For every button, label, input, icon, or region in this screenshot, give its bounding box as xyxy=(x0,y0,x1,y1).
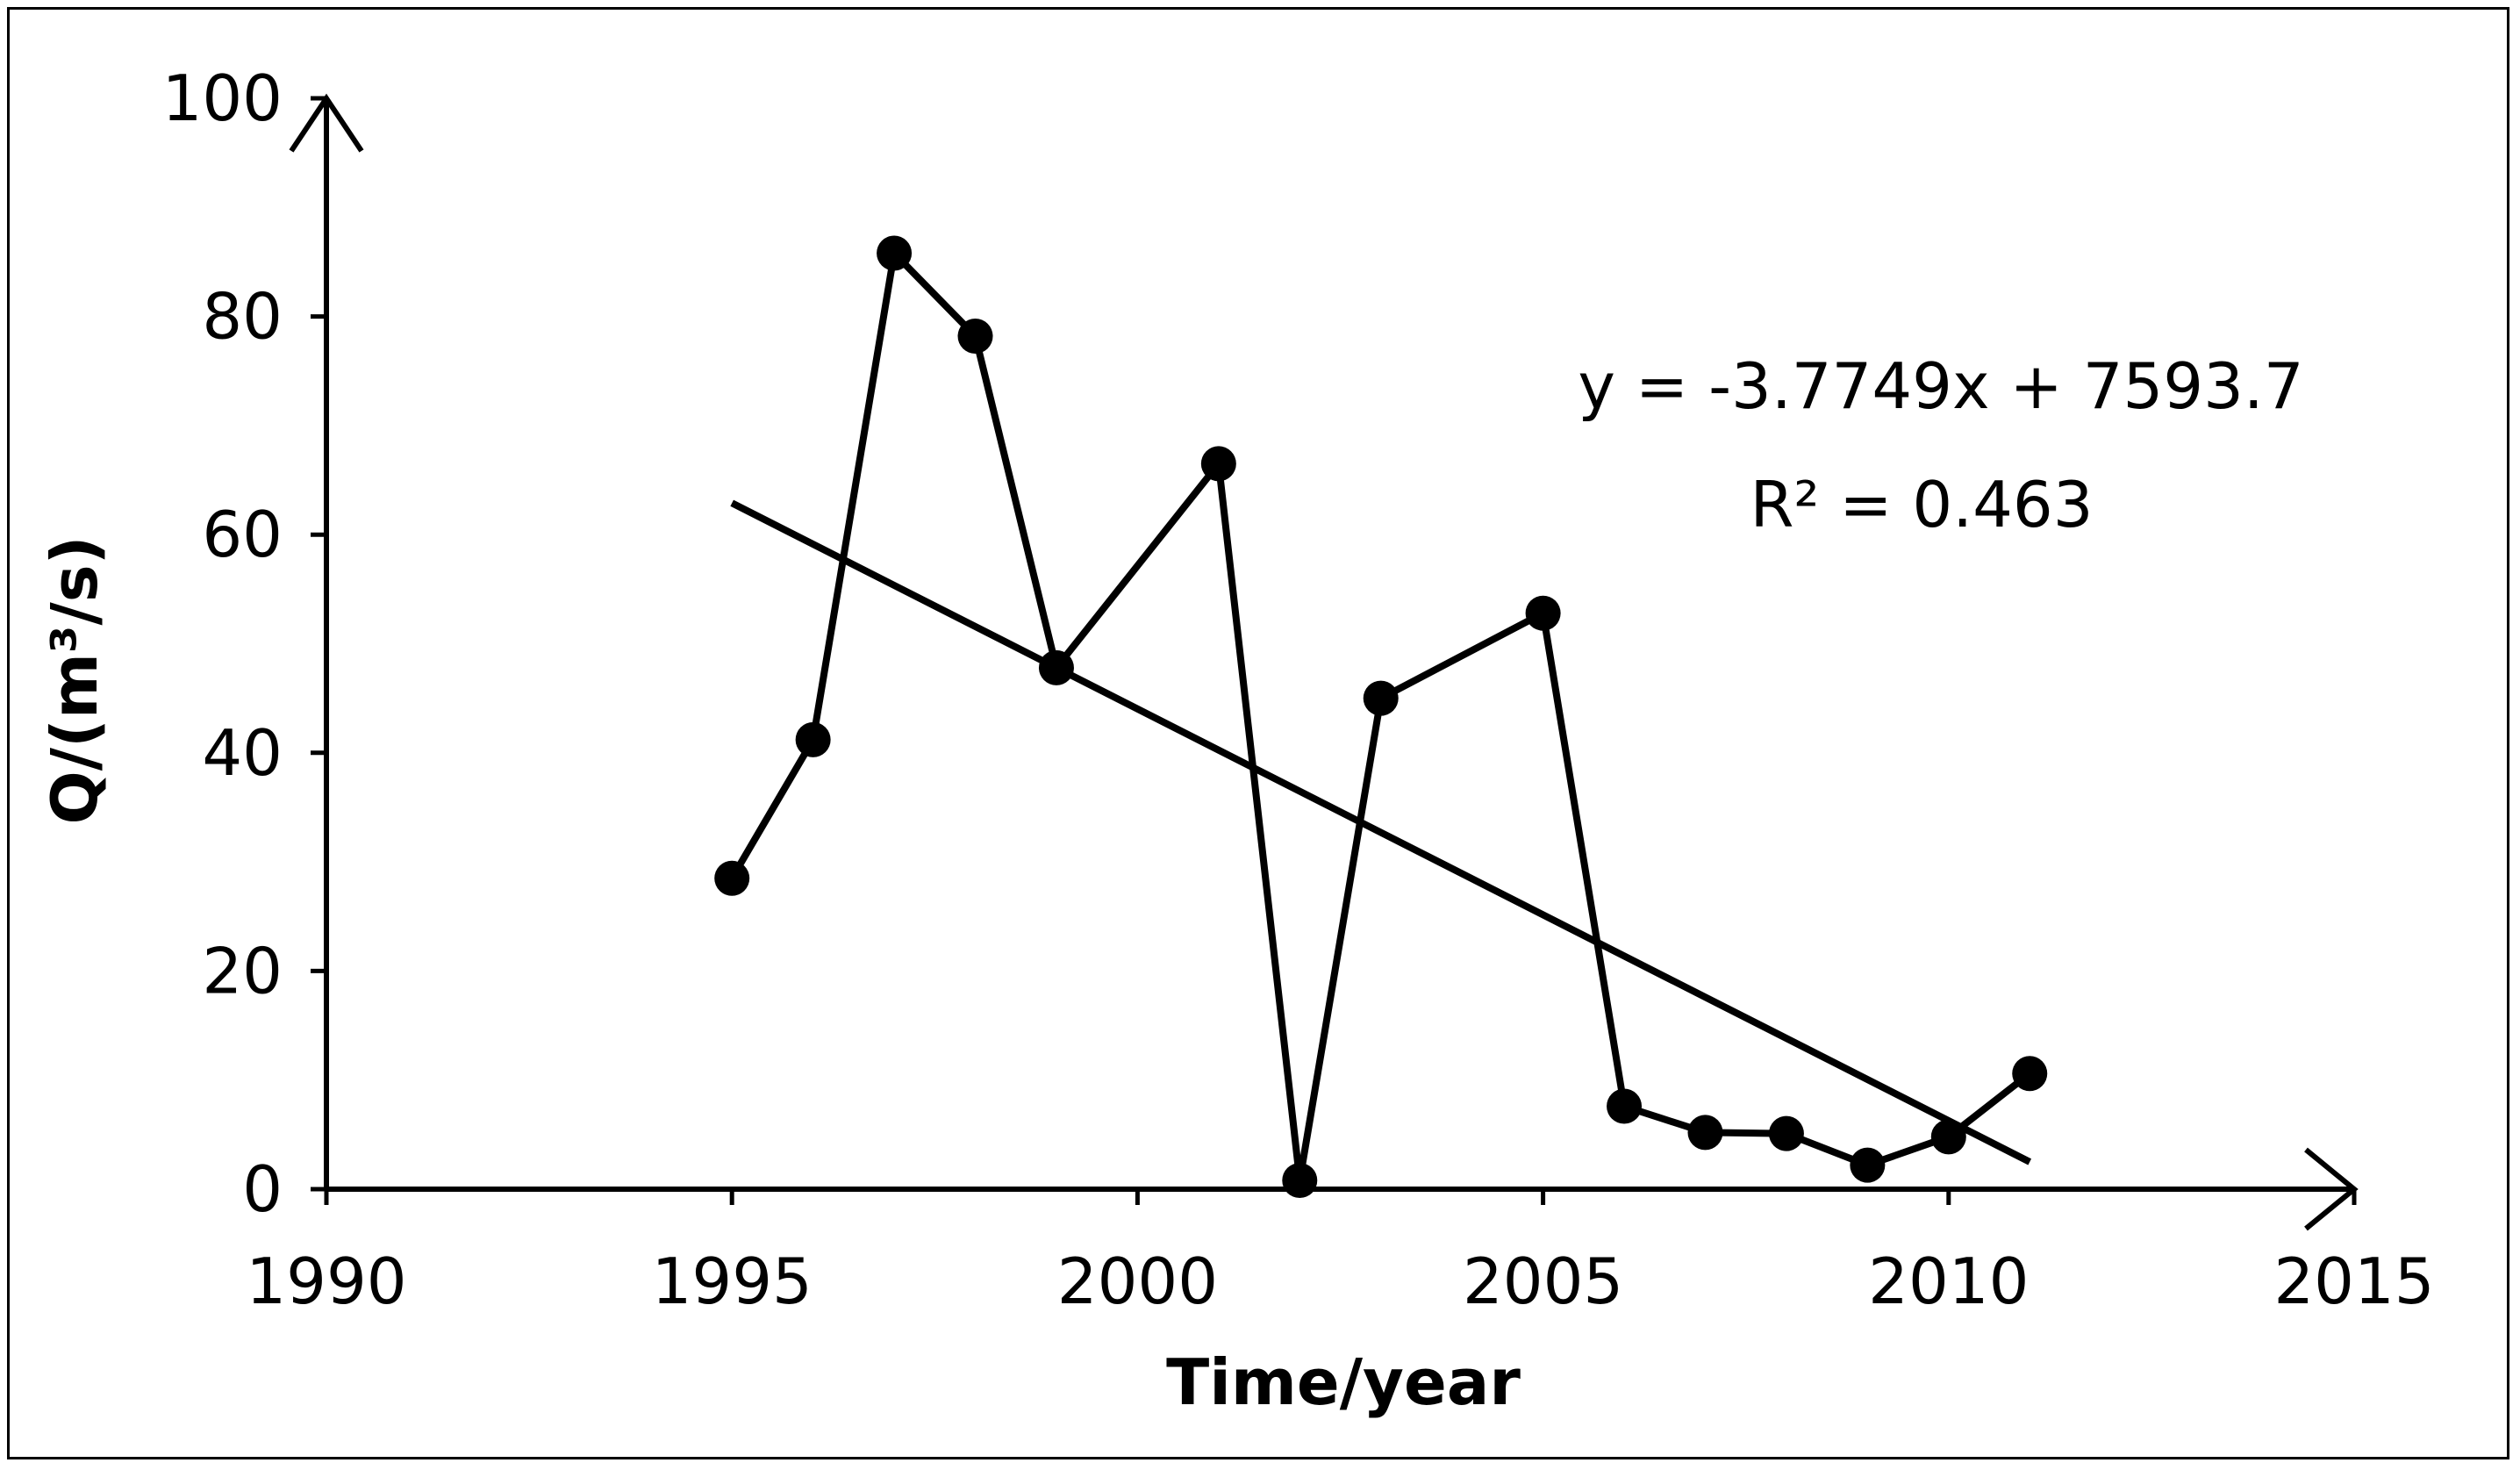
x-tick-label: 1995 xyxy=(652,1244,813,1318)
x-axis-ticks: 1990 1995 2000 2005 2010 2015 xyxy=(246,1189,2435,1318)
y-tick-label: 0 xyxy=(242,1152,283,1226)
series-group xyxy=(714,235,2048,1199)
trendline xyxy=(730,499,2032,1165)
y-tick-label: 100 xyxy=(162,61,283,135)
x-tick-label: 2000 xyxy=(1057,1244,1218,1318)
y-axis-title: Q/(m³/s) xyxy=(38,535,111,824)
data-point xyxy=(714,860,750,896)
data-point xyxy=(1200,446,1236,482)
x-axis-title: Time/year xyxy=(1166,1345,1521,1419)
data-point xyxy=(2012,1056,2048,1092)
data-point xyxy=(877,235,913,271)
trendline-r-squared: R² = 0.463 xyxy=(1750,468,2093,541)
y-axis-ticks: 0 20 40 60 80 100 xyxy=(162,61,326,1226)
data-point xyxy=(1038,649,1074,685)
y-tick-label: 20 xyxy=(202,934,283,1007)
trendline-equation: y = -3.7749x + 7593.7 xyxy=(1578,349,2303,423)
data-point xyxy=(795,721,831,757)
data-point xyxy=(1768,1115,1804,1151)
data-point xyxy=(1282,1163,1318,1199)
data-point xyxy=(1850,1147,1886,1183)
y-tick-label: 80 xyxy=(202,280,283,354)
trendline-group xyxy=(730,499,2032,1165)
y-tick-label: 60 xyxy=(202,498,283,571)
data-point xyxy=(1607,1088,1643,1124)
y-tick-label: 40 xyxy=(202,716,283,790)
x-tick-label: 2015 xyxy=(2273,1244,2434,1318)
chart-frame xyxy=(7,7,2509,1459)
x-tick-label: 2010 xyxy=(1868,1244,2029,1318)
data-point xyxy=(1930,1119,1966,1155)
x-tick-label: 1990 xyxy=(246,1244,406,1318)
data-point xyxy=(957,318,993,354)
data-point xyxy=(1525,595,1561,631)
data-point xyxy=(1687,1115,1723,1151)
x-tick-label: 2005 xyxy=(1463,1244,1623,1318)
data-point xyxy=(1363,680,1399,716)
